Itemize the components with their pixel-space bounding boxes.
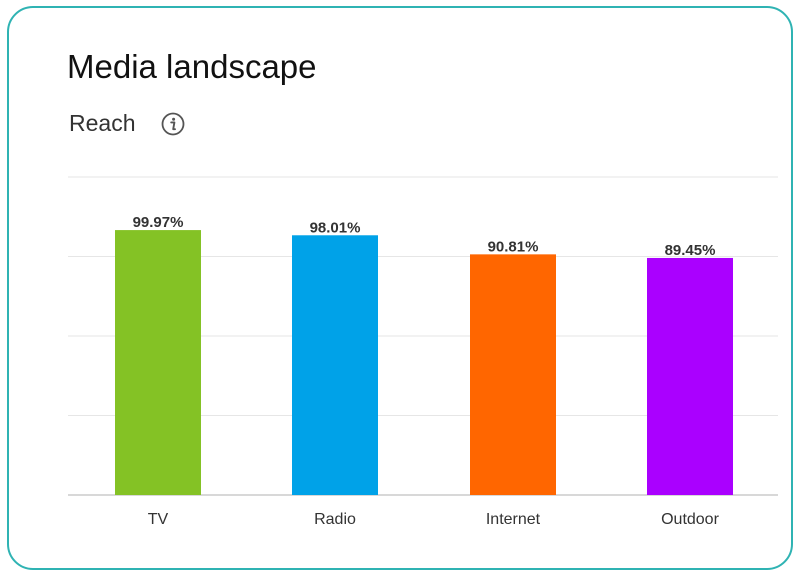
data-label: 98.01%	[310, 219, 361, 236]
x-tick-label: TV	[148, 511, 169, 528]
info-icon[interactable]	[161, 112, 185, 136]
data-label: 99.97%	[133, 214, 184, 231]
bar-internet	[470, 254, 556, 495]
bar-radio	[292, 235, 378, 495]
subtitle-row: Reach	[69, 110, 185, 137]
x-tick-label: Internet	[486, 511, 541, 528]
x-tick-label: Outdoor	[661, 511, 719, 528]
bar-tv	[115, 230, 201, 495]
data-label: 89.45%	[665, 242, 716, 259]
bar-outdoor	[647, 257, 733, 495]
x-tick-label: Radio	[314, 511, 356, 528]
chart-subtitle: Reach	[69, 110, 136, 136]
card-title: Media landscape	[67, 48, 317, 85]
data-label: 90.81%	[488, 238, 539, 255]
